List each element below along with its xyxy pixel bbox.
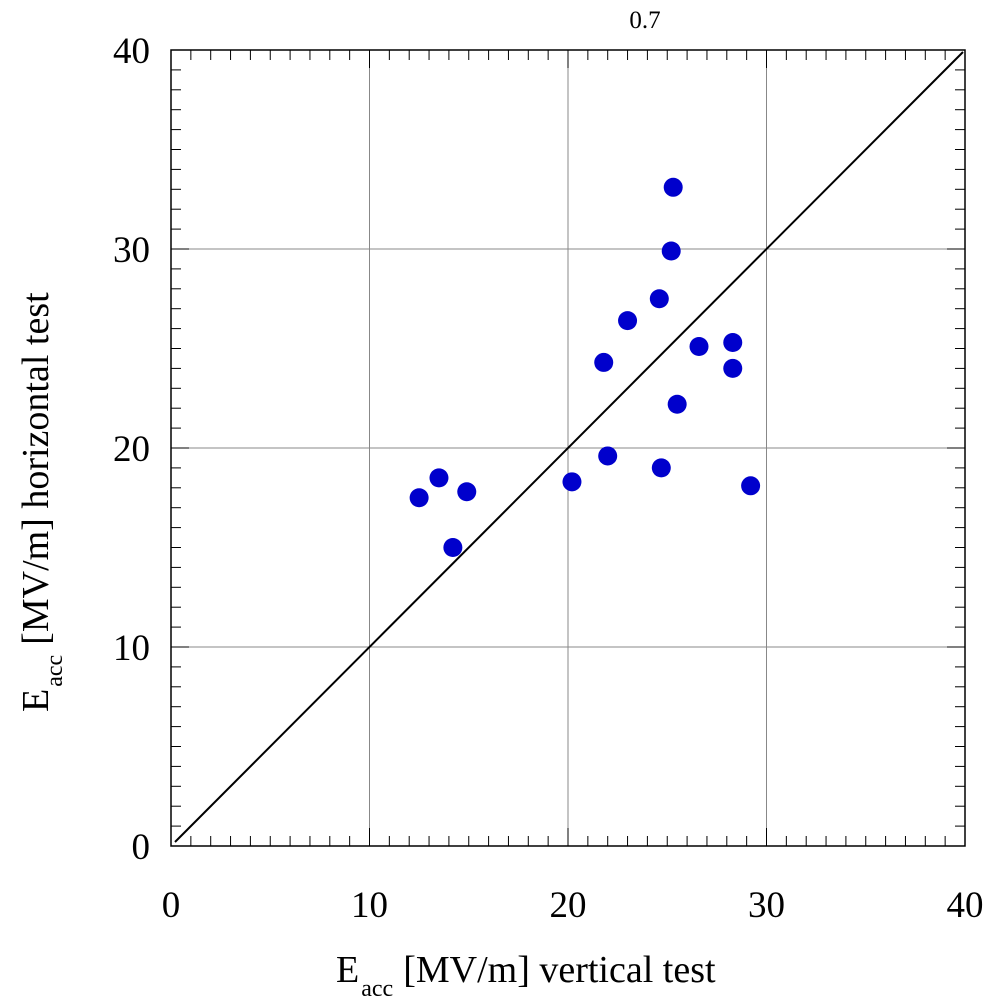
data-point <box>723 333 743 353</box>
y-axis-label: Eacc[MV/m] horizontal test <box>15 292 68 712</box>
data-point <box>409 488 429 508</box>
y-tick-label: 0 <box>132 827 151 868</box>
data-point <box>598 446 618 466</box>
data-point <box>661 241 681 261</box>
data-point <box>443 538 463 557</box>
data-point <box>663 177 683 197</box>
data-point <box>457 482 477 502</box>
x-tick-label: 30 <box>748 885 785 926</box>
minor-ticks <box>171 50 965 846</box>
data-point <box>562 472 582 492</box>
data-point <box>618 311 638 331</box>
x-axis-label: Eacc [MV/m] vertical test <box>336 949 716 1002</box>
y-tick-label: 10 <box>113 628 150 669</box>
x-tick-label: 40 <box>947 885 984 926</box>
y-tick-label: 40 <box>113 31 150 72</box>
chart-title: 0.7 <box>629 7 660 34</box>
x-tick-label: 10 <box>351 885 388 926</box>
x-tick-label: 20 <box>550 885 587 926</box>
data-point <box>741 476 761 496</box>
data-point <box>594 352 614 372</box>
x-tick-label: 0 <box>162 885 181 926</box>
y-tick-label: 30 <box>113 230 150 271</box>
plot-frame <box>170 49 966 847</box>
y-tick-labels: 0 10 20 30 40 <box>113 31 150 868</box>
data-point <box>667 394 687 414</box>
data-point <box>723 358 743 378</box>
x-tick-labels: 0 10 20 30 40 <box>162 885 984 926</box>
data-points <box>409 177 761 557</box>
data-point <box>689 337 709 357</box>
data-point <box>651 458 671 478</box>
y-tick-label: 20 <box>113 429 150 470</box>
identity-line <box>174 51 964 843</box>
data-point <box>429 468 449 488</box>
data-point <box>649 289 669 309</box>
